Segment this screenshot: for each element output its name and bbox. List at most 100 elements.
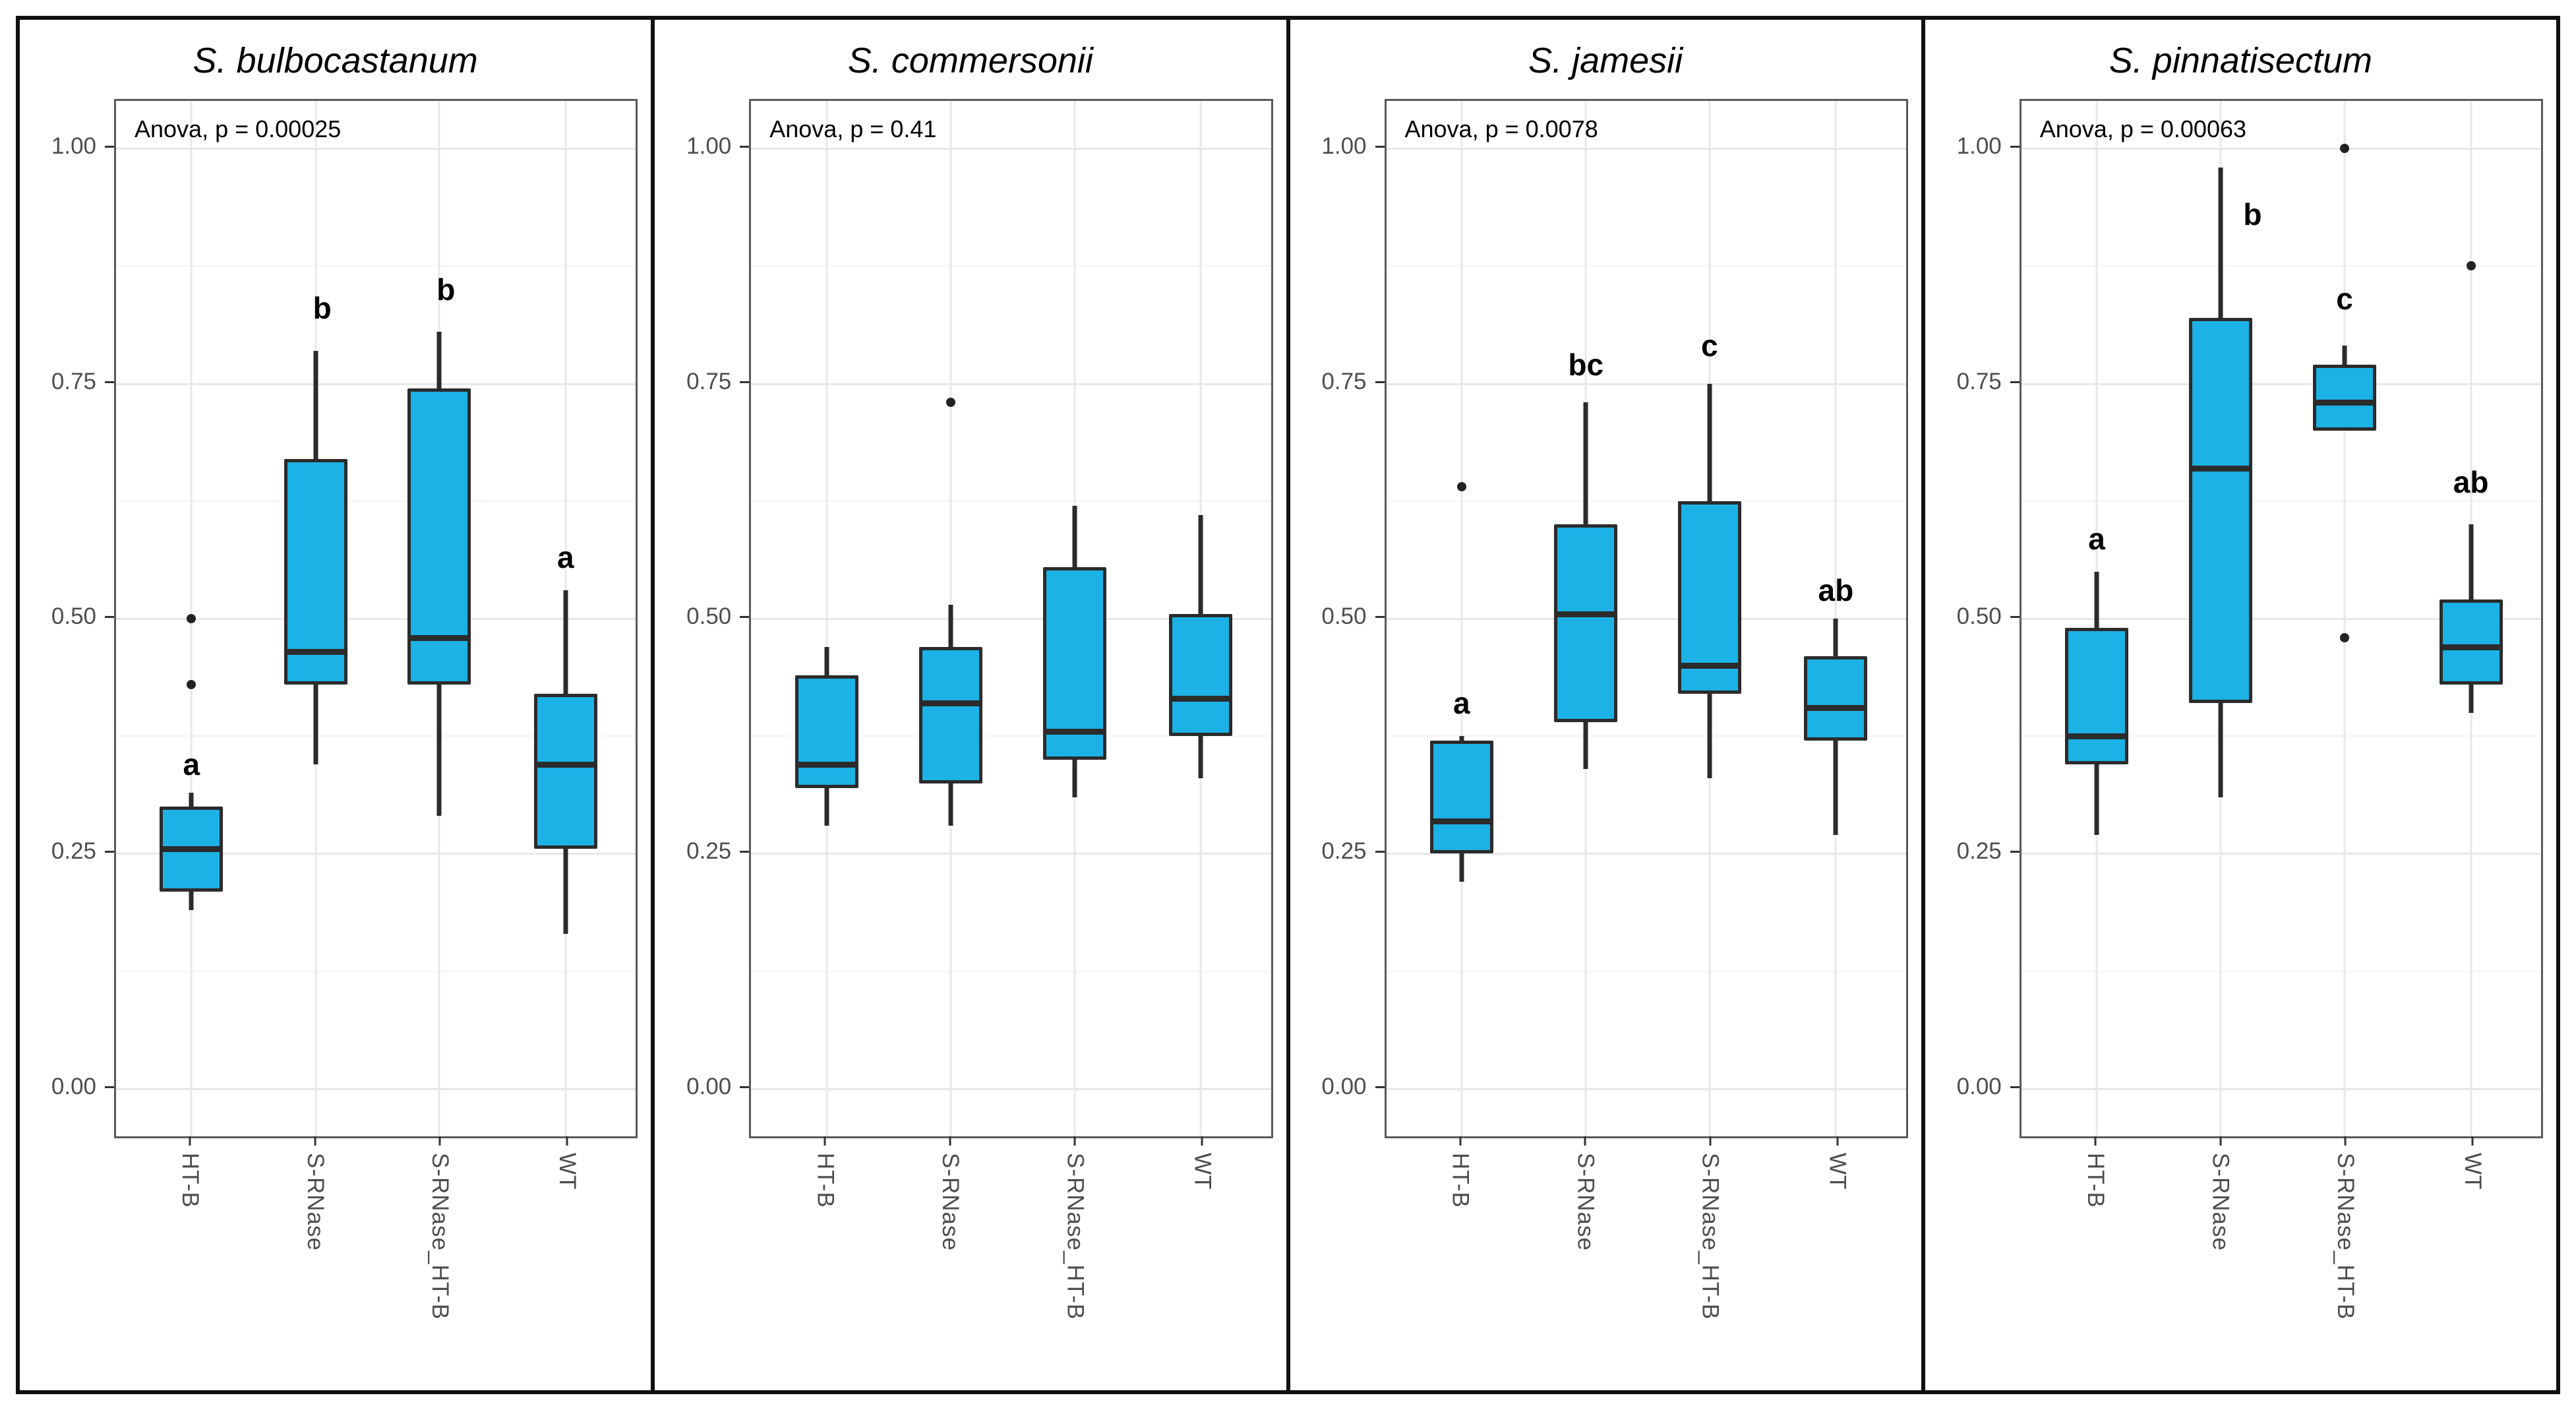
outlier-point <box>945 398 955 408</box>
anova-pvalue-label: Anova, p = 0.41 <box>769 115 937 142</box>
plot-area: Anova, p = 0.41 <box>749 99 1273 1138</box>
boxplot-median-line <box>794 762 858 768</box>
boxplot-box <box>794 675 858 788</box>
y-tick-label: 0.00 <box>1321 1073 1367 1099</box>
boxplot-median-line <box>1042 729 1106 735</box>
x-axis-label: WT <box>554 1153 581 1190</box>
x-axis-label: S-RNase_HT-B <box>1697 1153 1723 1320</box>
x-axis-label: WT <box>1189 1153 1216 1190</box>
y-tick-label: 1.00 <box>686 133 732 159</box>
y-tick-mark <box>1375 381 1385 383</box>
gridline-minor <box>116 265 636 267</box>
gridline-minor <box>751 265 1271 267</box>
plot-area: Anova, p = 0.0078 a bc c ab <box>1384 99 1908 1138</box>
y-tick-mark <box>1375 851 1385 853</box>
panel-s-jamesii: S. jamesii Anova, p = 0.0078 a bc c ab 1.00 0.7… <box>1286 20 1921 1390</box>
boxplot-box <box>2439 599 2503 685</box>
significance-letter: c <box>1700 328 1718 363</box>
boxplot-box <box>284 458 347 685</box>
boxplot-box <box>2313 364 2377 431</box>
panel-s-pinnatisectum: S. pinnatisectum Anova, p = 0.00063 a b c ab 1… <box>1921 20 2556 1390</box>
boxplot-median-line <box>160 846 224 853</box>
y-tick-label: 0.50 <box>51 603 96 629</box>
gridline-minor <box>751 500 1271 502</box>
significance-letter: c <box>2336 282 2353 317</box>
x-tick-mark <box>566 1136 568 1146</box>
x-axis: HT-B S-RNase S-RNase_HT-B WT <box>1385 1134 1908 1390</box>
gridline-major <box>751 853 1271 855</box>
y-tick-label: 0.75 <box>51 368 96 394</box>
gridline-minor <box>1386 970 1906 972</box>
gridline-minor <box>2021 970 2541 972</box>
y-tick-label: 0.25 <box>1956 838 2002 865</box>
panel-title: S. jamesii <box>1528 41 1683 80</box>
boxplot-box <box>1677 501 1741 694</box>
x-tick-mark <box>314 1136 316 1146</box>
gridline-major <box>116 853 636 855</box>
boxplot-median-line <box>533 762 597 768</box>
boxplot-box <box>1804 656 1868 741</box>
boxplot-box <box>2065 628 2129 765</box>
panel-s-commersonii: S. commersonii Anova, p = 0.41 1.00 0.75 0.5… <box>651 20 1286 1390</box>
y-tick-label: 0.50 <box>1321 603 1367 629</box>
x-tick-mark <box>2344 1136 2347 1146</box>
y-tick-mark <box>740 616 750 618</box>
x-tick-mark <box>1709 1136 1712 1146</box>
significance-letter: a <box>557 540 574 575</box>
boxplot-median-line <box>918 700 982 707</box>
gridline-vertical <box>1460 101 1463 1136</box>
boxplot-median-line <box>1169 696 1233 702</box>
y-tick-label: 1.00 <box>1956 133 2002 159</box>
x-axis: HT-B S-RNase S-RNase_HT-B WT <box>2020 1134 2543 1390</box>
y-tick-label: 1.00 <box>51 133 96 159</box>
significance-letter: bc <box>1568 347 1604 382</box>
y-tick-mark <box>105 1086 114 1088</box>
x-axis-label: HT-B <box>177 1153 204 1208</box>
gridline-major <box>751 1088 1271 1090</box>
x-axis-label: HT-B <box>1447 1153 1474 1208</box>
gridline-vertical <box>2343 101 2346 1136</box>
anova-pvalue-label: Anova, p = 0.00025 <box>135 115 342 142</box>
y-tick-mark <box>740 1086 750 1088</box>
x-tick-mark <box>2471 1136 2474 1146</box>
boxplot-box <box>1429 741 1493 854</box>
x-axis-label: S-RNase <box>938 1153 964 1251</box>
outlier-point <box>187 614 196 623</box>
y-tick-mark <box>1375 1086 1385 1088</box>
panel-title: S. pinnatisectum <box>2109 41 2372 80</box>
anova-pvalue-label: Anova, p = 0.00063 <box>2039 115 2247 142</box>
significance-letter: a <box>2088 521 2105 556</box>
outlier-point <box>2340 632 2350 642</box>
gridline-major <box>751 148 1271 150</box>
boxplot-median-line <box>2439 644 2503 650</box>
x-tick-mark <box>2094 1136 2097 1146</box>
gridline-minor <box>2021 265 2541 267</box>
boxplot-median-line <box>2065 733 2129 740</box>
gridline-major <box>2021 853 2541 855</box>
y-tick-label: 0.00 <box>686 1073 732 1099</box>
y-tick-mark <box>1375 616 1385 618</box>
gridline-minor <box>116 500 636 502</box>
boxplot-box <box>2189 317 2253 704</box>
gridline-minor <box>1386 265 1906 267</box>
y-tick-mark <box>2010 146 2020 148</box>
figure-frame: S. bulbocastanum Anova, p = 0.00025 a b b a 1.… <box>16 16 2560 1394</box>
boxplot-box <box>1042 567 1106 760</box>
y-tick-mark <box>2010 1086 2020 1088</box>
y-tick-mark <box>105 616 114 618</box>
gridline-minor <box>1386 500 1906 502</box>
gridline-major <box>116 618 636 620</box>
y-tick-mark <box>740 146 750 148</box>
x-axis: HT-B S-RNase S-RNase_HT-B WT <box>749 1134 1273 1390</box>
gridline-major <box>2021 383 2541 385</box>
panel-s-bulbocastanum: S. bulbocastanum Anova, p = 0.00025 a b b a 1.… <box>20 20 651 1390</box>
gridline-minor <box>751 735 1271 737</box>
y-tick-mark <box>740 381 750 383</box>
y-tick-label: 1.00 <box>1321 133 1367 159</box>
x-tick-mark <box>1459 1136 1462 1146</box>
gridline-minor <box>116 970 636 972</box>
y-tick-mark <box>105 381 114 383</box>
y-tick-label: 0.50 <box>1956 603 2002 629</box>
gridline-major <box>2021 1088 2541 1090</box>
significance-letter: b <box>2243 197 2262 231</box>
